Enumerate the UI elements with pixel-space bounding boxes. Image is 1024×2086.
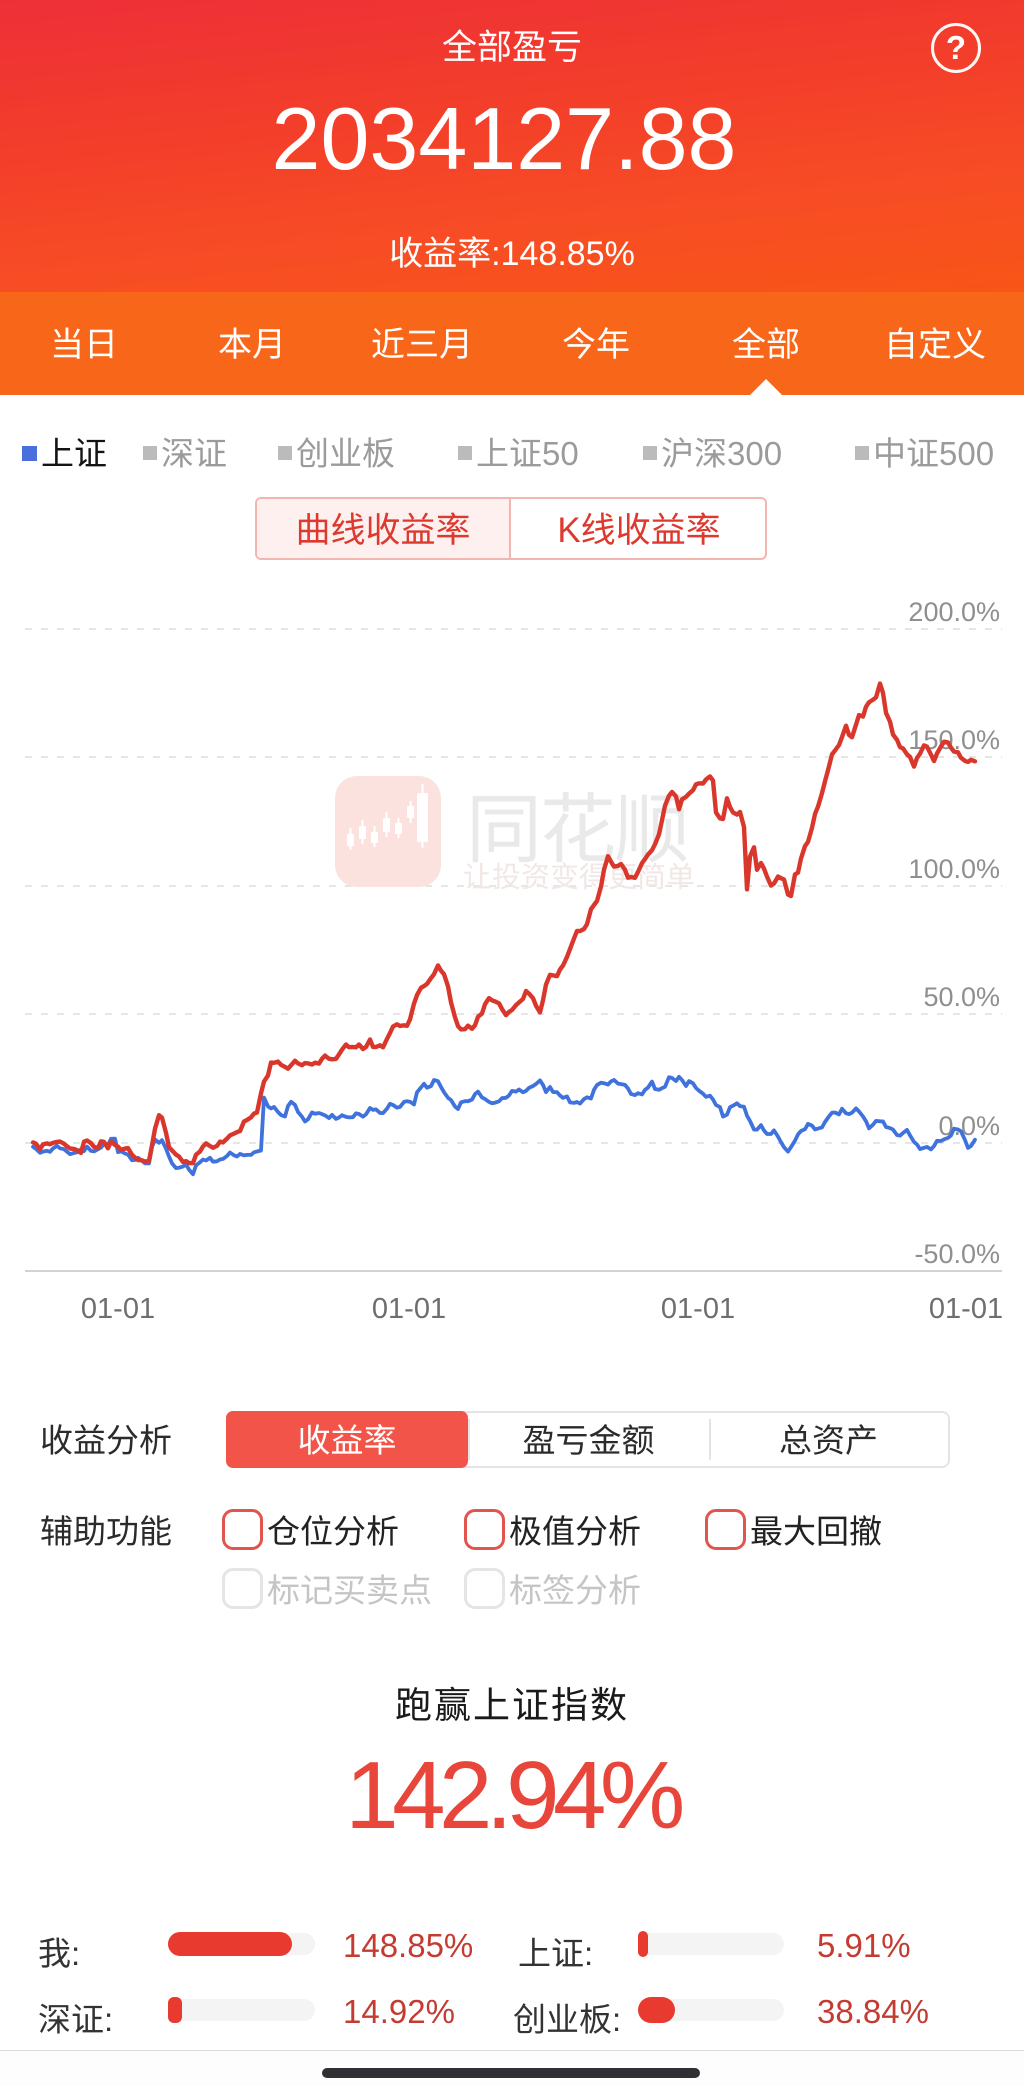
svg-text:同花顺: 同花顺 xyxy=(466,768,688,878)
svg-text:-50.0%: -50.0% xyxy=(914,1239,1000,1269)
svg-text:01-01: 01-01 xyxy=(81,1293,155,1325)
svg-text:让投资变得更简单: 让投资变得更简单 xyxy=(463,854,695,896)
svg-text:50.0%: 50.0% xyxy=(923,982,1000,1012)
svg-text:01-01: 01-01 xyxy=(372,1293,446,1325)
svg-text:01-01: 01-01 xyxy=(661,1293,735,1325)
svg-text:200.0%: 200.0% xyxy=(908,597,1000,627)
svg-text:01-01: 01-01 xyxy=(929,1293,1003,1325)
svg-text:100.0%: 100.0% xyxy=(908,854,1000,884)
